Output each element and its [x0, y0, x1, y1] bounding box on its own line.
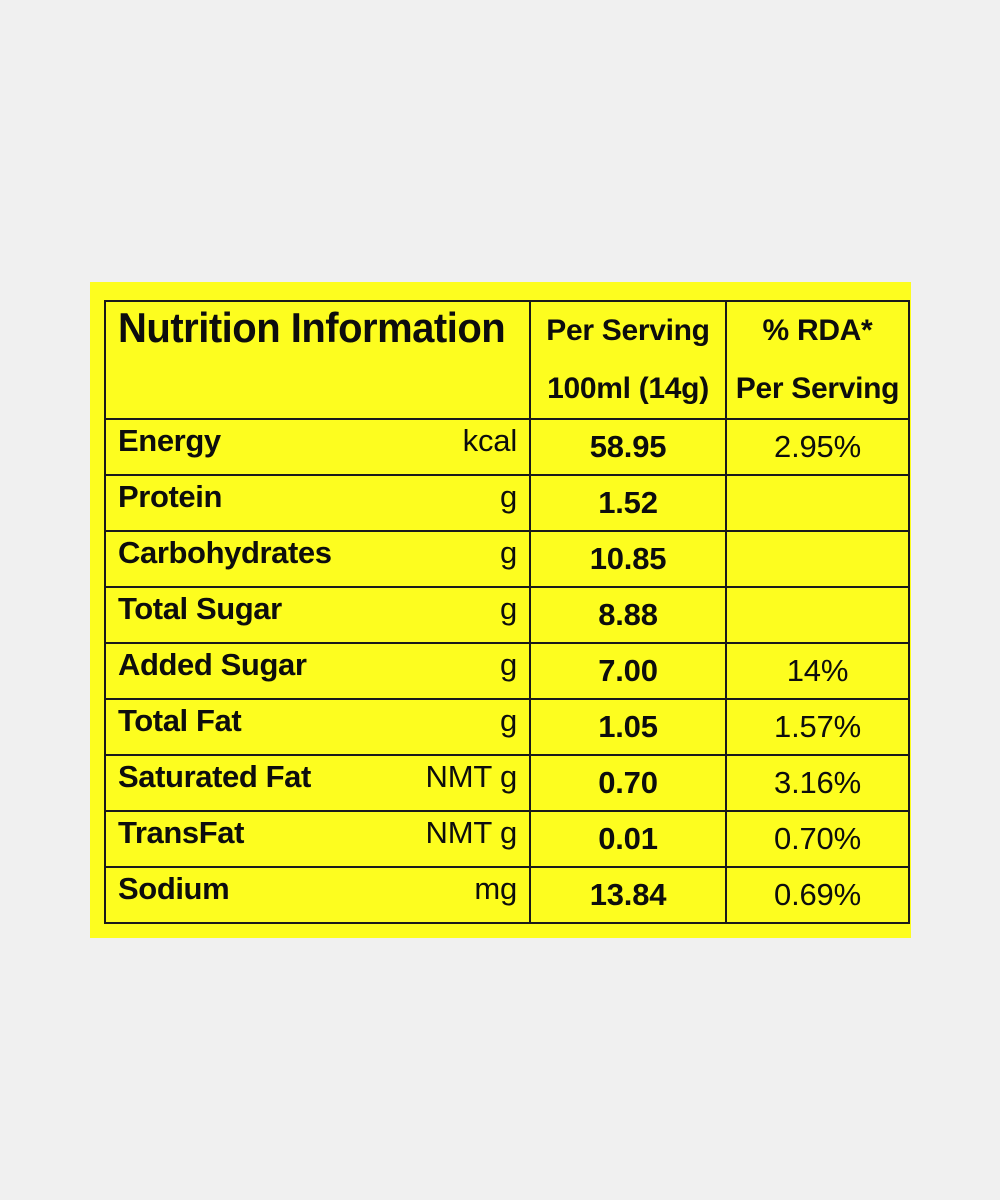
per-serving-value: 10.85 — [529, 530, 727, 588]
nutrient-name: Energy — [118, 423, 221, 458]
per-serving-value: 8.88 — [529, 586, 727, 644]
rda-value: 0.70% — [725, 810, 910, 868]
nutrient-cell: Protein g — [104, 474, 531, 532]
nutrient-name: Carbohydrates — [118, 535, 332, 570]
table-row: Carbohydrates g 10.85 — [104, 530, 910, 588]
per-serving-value: 0.70 — [529, 754, 727, 812]
nutrient-cell: Sodium mg — [104, 866, 531, 924]
table-row: Saturated Fat NMT g 0.70 3.16% — [104, 754, 910, 812]
nutrient-name: Saturated Fat — [118, 759, 311, 794]
per-serving-header-line-2: 100ml (14g) — [547, 372, 709, 405]
per-serving-value: 0.01 — [529, 810, 727, 868]
rda-value — [725, 586, 910, 644]
per-serving-value: 58.95 — [529, 418, 727, 476]
nutrient-name: Added Sugar — [118, 647, 307, 682]
per-serving-header-line-1: Per Serving — [546, 314, 710, 347]
per-serving-value: 1.05 — [529, 698, 727, 756]
rda-value: 0.69% — [725, 866, 910, 924]
nutrient-unit: g — [499, 647, 517, 682]
nutrient-unit: g — [499, 479, 517, 514]
nutrient-unit: NMT g — [425, 759, 518, 794]
nutrition-table: Nutrition Information Per Serving 100ml … — [104, 296, 910, 924]
nutrient-name: TransFat — [118, 815, 245, 850]
per-serving-header: Per Serving 100ml (14g) — [529, 300, 727, 420]
nutrient-name: Total Fat — [118, 703, 242, 738]
nutrient-cell: Total Fat g — [104, 698, 531, 756]
nutrient-unit: kcal — [462, 423, 518, 458]
nutrition-label: Nutrition Information Per Serving 100ml … — [90, 282, 911, 938]
table-row: Total Sugar g 8.88 — [104, 586, 910, 644]
rda-value: 3.16% — [725, 754, 910, 812]
nutrient-unit: g — [499, 535, 517, 570]
nutrient-cell: Energy kcal — [104, 418, 531, 476]
nutrient-name: Total Sugar — [118, 591, 282, 626]
table-row: Added Sugar g 7.00 14% — [104, 642, 910, 700]
table-row: Sodium mg 13.84 0.69% — [104, 866, 910, 924]
nutrient-name: Sodium — [118, 871, 230, 906]
nutrient-cell: TransFat NMT g — [104, 810, 531, 868]
rda-value — [725, 530, 910, 588]
table-header-row: Nutrition Information Per Serving 100ml … — [104, 296, 910, 424]
nutrient-unit: g — [499, 703, 517, 738]
rda-value: 1.57% — [725, 698, 910, 756]
table-row: TransFat NMT g 0.01 0.70% — [104, 810, 910, 868]
nutrient-cell: Added Sugar g — [104, 642, 531, 700]
per-serving-value: 1.52 — [529, 474, 727, 532]
rda-header-line-1: % RDA* — [762, 314, 873, 347]
nutrient-cell: Total Sugar g — [104, 586, 531, 644]
nutrient-unit: NMT g — [425, 815, 518, 850]
rda-header: % RDA* Per Serving — [725, 300, 910, 420]
rda-value: 2.95% — [725, 418, 910, 476]
nutrient-name: Protein — [118, 479, 222, 514]
nutrient-unit: g — [499, 591, 517, 626]
rda-value: 14% — [725, 642, 910, 700]
table-row: Protein g 1.52 — [104, 474, 910, 532]
rda-header-line-2: Per Serving — [735, 372, 900, 405]
rda-value — [725, 474, 910, 532]
nutrient-cell: Carbohydrates g — [104, 530, 531, 588]
table-row: Energy kcal 58.95 2.95% — [104, 418, 910, 476]
table-title: Nutrition Information — [104, 296, 531, 424]
table-row: Total Fat g 1.05 1.57% — [104, 698, 910, 756]
nutrient-unit: mg — [474, 871, 517, 906]
nutrient-cell: Saturated Fat NMT g — [104, 754, 531, 812]
per-serving-value: 7.00 — [529, 642, 727, 700]
per-serving-value: 13.84 — [529, 866, 727, 924]
